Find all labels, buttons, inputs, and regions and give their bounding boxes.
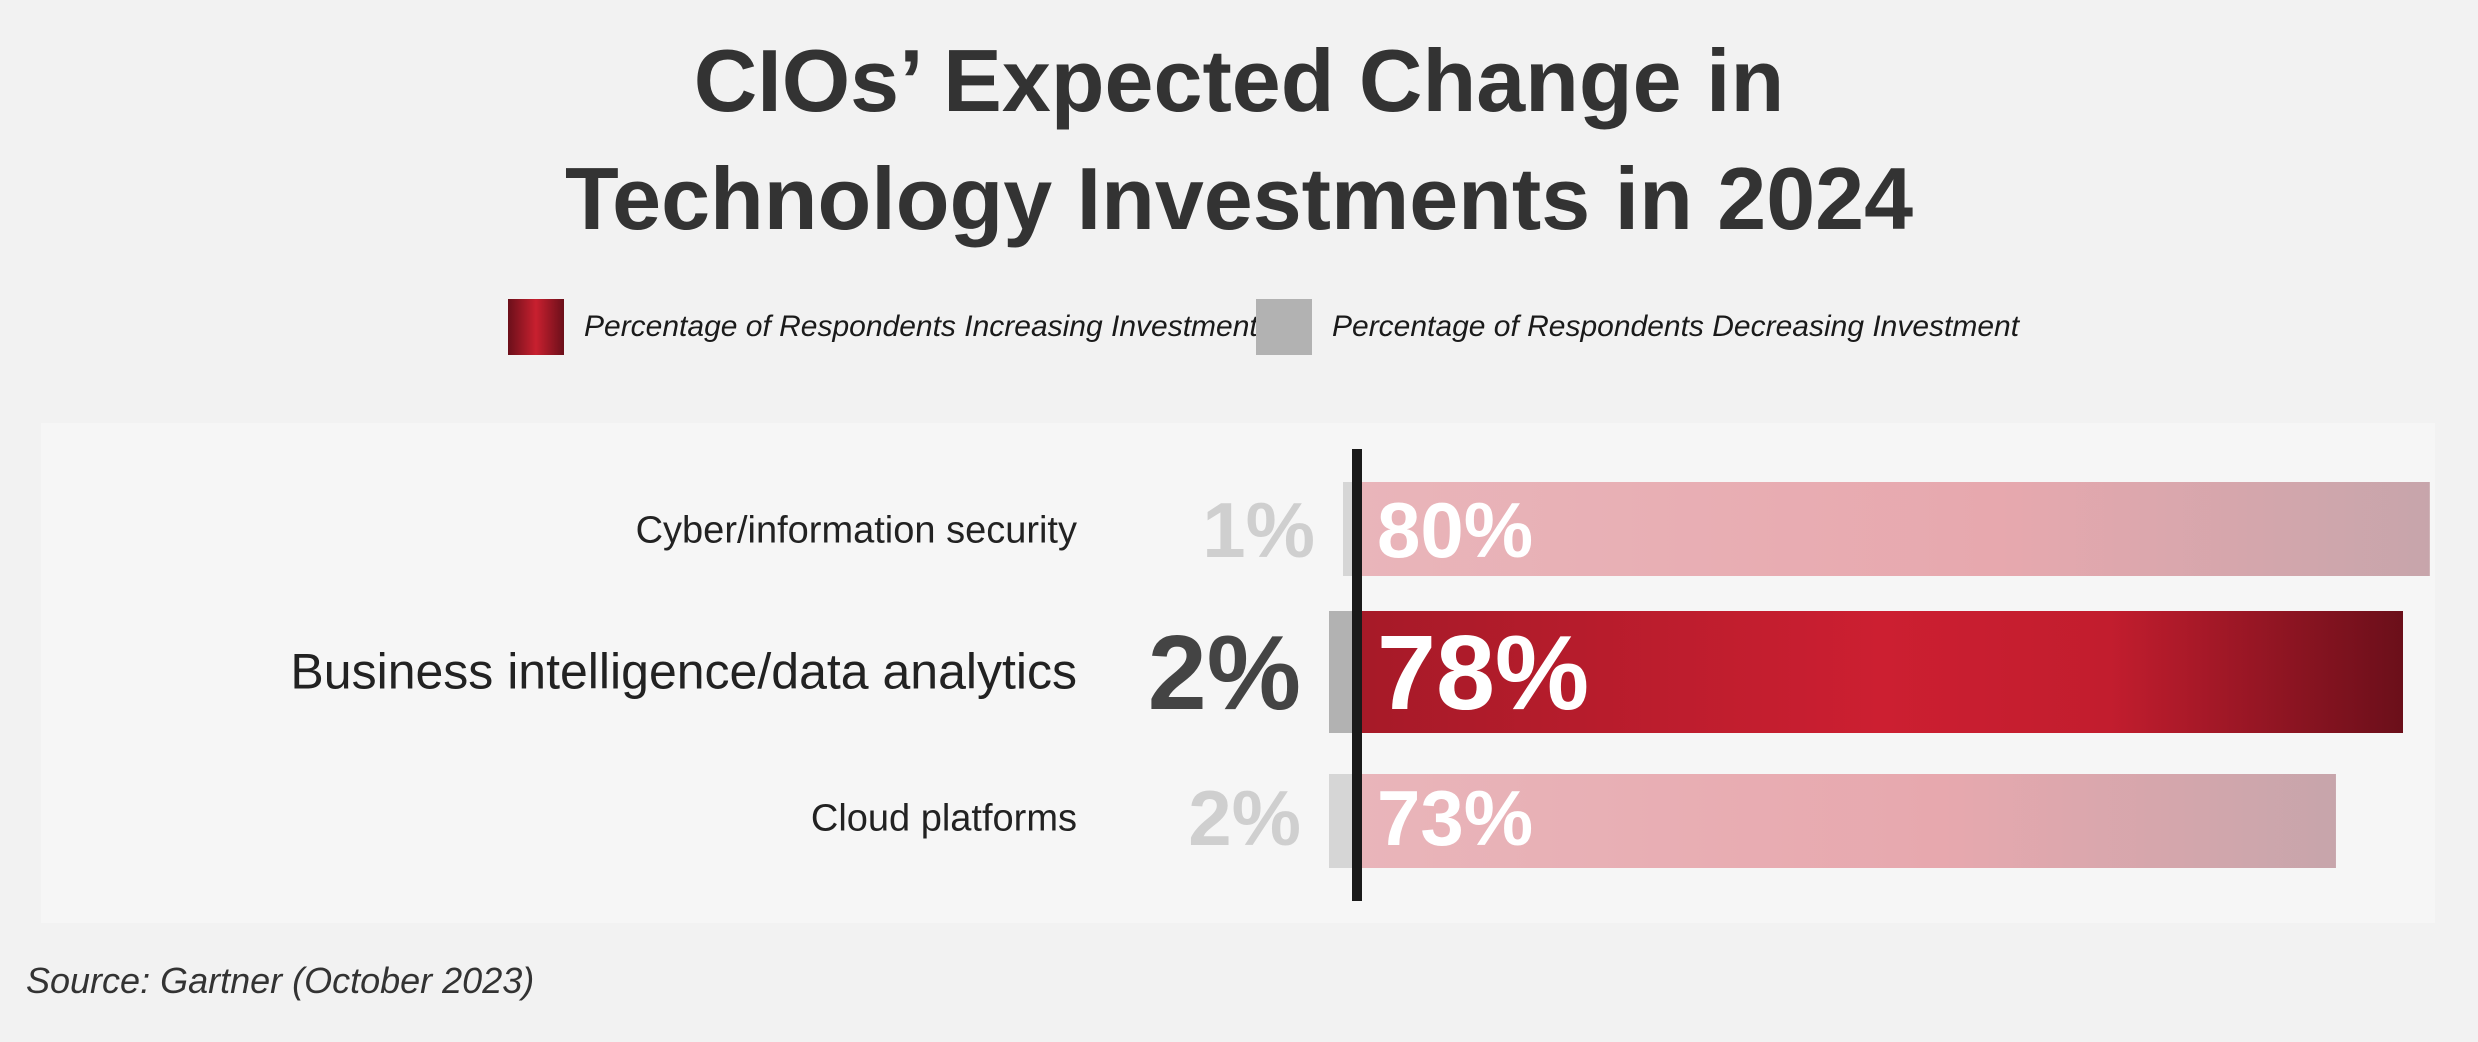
chart-title: CIOs’ Expected Change in Technology Inve… bbox=[0, 22, 2478, 258]
bar-increase-cyber bbox=[1357, 482, 2430, 576]
legend-swatch-increasing bbox=[508, 299, 564, 355]
category-label-cloud: Cloud platforms bbox=[811, 797, 1077, 839]
legend-label-increasing: Percentage of Respondents Increasing Inv… bbox=[584, 310, 1258, 343]
chart-panel: Cyber/information security 80% 1% Business … bbox=[41, 423, 2435, 923]
bar-increase-bi bbox=[1357, 611, 2403, 733]
legend-item-decreasing: Percentage of Respondents Decreasing Inv… bbox=[1256, 299, 2019, 355]
title-line-1: CIOs’ Expected Change in bbox=[693, 31, 1785, 130]
category-label-bi: Business intelligence/data analytics bbox=[290, 644, 1077, 700]
title-line-2: Technology Investments in 2024 bbox=[564, 149, 1914, 248]
bar-increase-cloud bbox=[1357, 774, 2336, 868]
value-label-increase-cyber: 80% bbox=[1377, 486, 1533, 574]
value-label-decrease-cyber: 1% bbox=[1202, 486, 1315, 574]
value-label-decrease-cloud: 2% bbox=[1188, 774, 1301, 862]
value-label-increase-cloud: 73% bbox=[1377, 774, 1533, 862]
source-note: Source: Gartner (October 2023) bbox=[26, 960, 535, 1001]
legend-item-increasing: Percentage of Respondents Increasing Inv… bbox=[508, 299, 1258, 355]
zero-axis-line bbox=[1352, 449, 1362, 901]
bar-chart: Cyber/information security 80% 1% Business … bbox=[290, 449, 2430, 901]
legend: Percentage of Respondents Increasing Inv… bbox=[0, 299, 2478, 355]
category-label-cyber: Cyber/information security bbox=[636, 509, 1077, 551]
legend-label-decreasing: Percentage of Respondents Decreasing Inv… bbox=[1332, 310, 2020, 343]
value-label-increase-bi: 78% bbox=[1377, 614, 1589, 732]
legend-swatch-decreasing bbox=[1256, 299, 1312, 355]
value-label-decrease-bi: 2% bbox=[1148, 614, 1301, 732]
